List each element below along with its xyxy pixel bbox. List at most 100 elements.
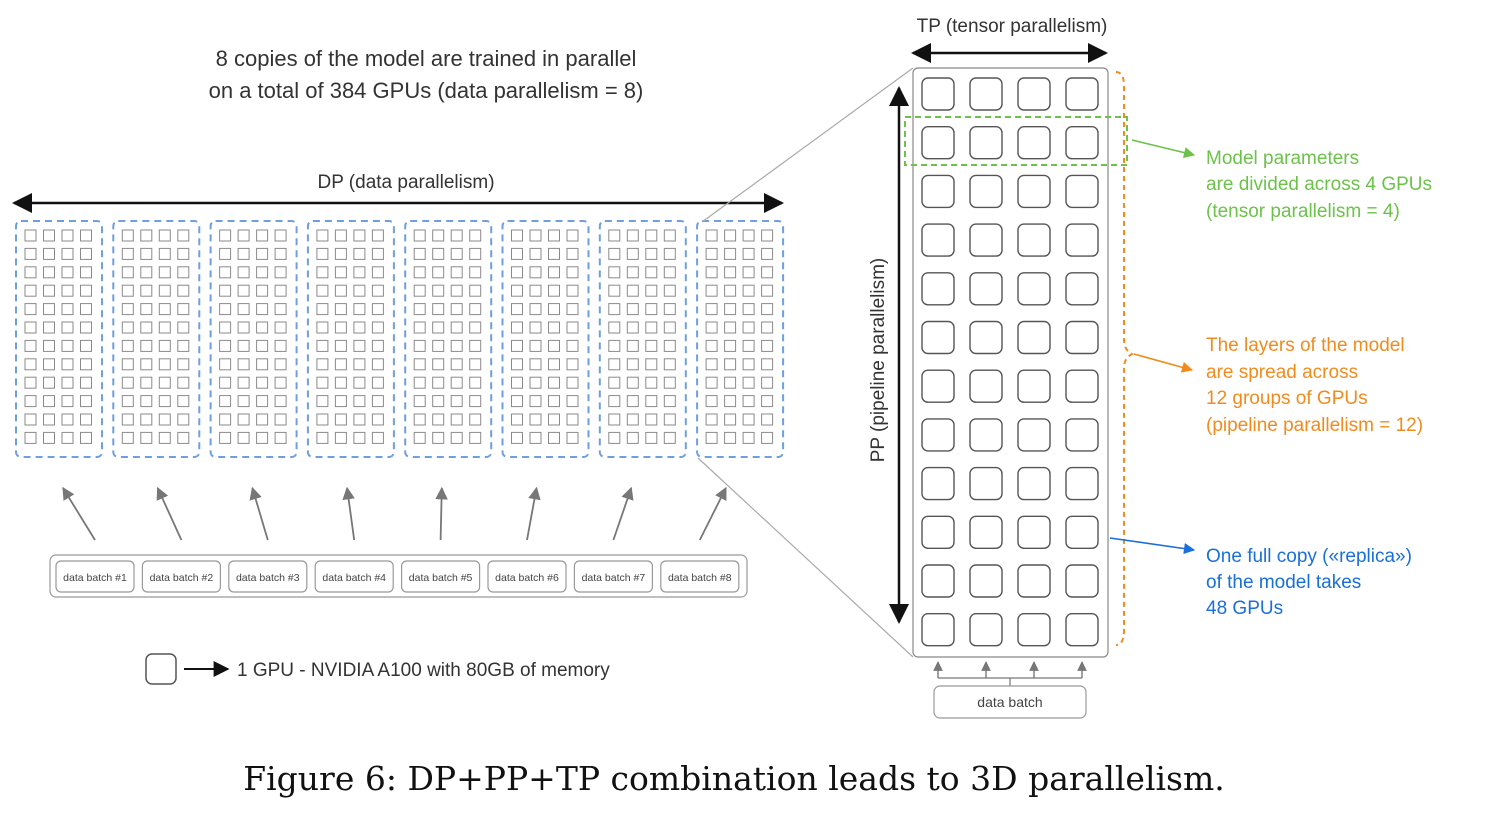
gpu-cell xyxy=(140,229,153,242)
tensor-annotation-arrow xyxy=(1131,139,1196,159)
gpu-cell xyxy=(1017,515,1051,549)
gpu-cell xyxy=(121,284,134,297)
gpu-cell xyxy=(177,303,190,316)
gpu-cell xyxy=(432,284,445,297)
gpu-cell xyxy=(61,413,74,426)
gpu-cell xyxy=(219,247,232,260)
gpu-cell xyxy=(663,303,676,316)
gpu-cell xyxy=(969,515,1003,549)
gpu-cell xyxy=(80,266,92,279)
gpu-cell xyxy=(353,303,366,316)
replica-annotation-arrow xyxy=(1109,537,1196,555)
data-batch-label: data batch #3 xyxy=(236,572,300,584)
gpu-cell xyxy=(121,321,134,334)
gpu-cell xyxy=(237,247,250,260)
gpu-cell xyxy=(316,431,329,444)
gpu-cell xyxy=(450,229,463,242)
replica-group xyxy=(696,220,785,458)
tp-label: TP (tensor parallelism) xyxy=(917,16,1108,37)
gpu-cell xyxy=(371,303,384,316)
gpu-cell xyxy=(274,339,287,352)
gpu-cell xyxy=(705,358,718,371)
gpu-cell xyxy=(663,266,676,279)
gpu-cell xyxy=(334,358,347,371)
zoomed-replica xyxy=(912,67,1109,658)
gpu-cell xyxy=(177,431,190,444)
gpu-cell xyxy=(158,431,171,444)
gpu-cell xyxy=(608,321,621,334)
zoom-line-bottom xyxy=(697,457,914,658)
gpu-cell xyxy=(742,247,755,260)
gpu-cell xyxy=(316,339,329,352)
gpu-cell xyxy=(274,247,287,260)
gpu-cell xyxy=(219,229,232,242)
gpu-cell xyxy=(61,229,74,242)
gpu-cell xyxy=(1017,174,1051,209)
gpu-cell xyxy=(969,564,1003,598)
gpu-cell xyxy=(969,77,1003,111)
gpu-cell xyxy=(432,229,445,242)
gpu-cell xyxy=(158,303,171,316)
gpu-cell xyxy=(121,376,134,389)
gpu-cell xyxy=(413,229,426,242)
replica-group xyxy=(15,220,103,458)
gpu-cell xyxy=(413,303,426,316)
gpu-cell xyxy=(316,358,329,371)
replica-group xyxy=(112,220,201,458)
batch-to-replica-arrow xyxy=(526,486,541,541)
gpu-cell xyxy=(969,613,1003,647)
replica-group xyxy=(404,220,493,458)
gpu-cell xyxy=(608,413,621,426)
gpu-cell xyxy=(450,321,463,334)
gpu-cell xyxy=(158,395,171,408)
gpu-cell xyxy=(353,395,366,408)
gpu-cell xyxy=(921,125,955,160)
gpu-cell xyxy=(237,284,250,297)
gpu-cell xyxy=(921,613,955,647)
gpu-cell xyxy=(645,431,658,444)
gpu-cell xyxy=(511,358,523,371)
gpu-cell xyxy=(1017,77,1051,111)
gpu-cell xyxy=(121,229,134,242)
gpu-cell xyxy=(237,431,250,444)
gpu-cell xyxy=(645,266,658,279)
pipeline-annotation-line: The layers of the model xyxy=(1206,335,1405,356)
gpu-cell xyxy=(705,395,718,408)
gpu-cell xyxy=(353,413,366,426)
gpu-cell xyxy=(742,229,755,242)
gpu-cell xyxy=(529,303,542,316)
gpu-cell xyxy=(140,339,153,352)
gpu-cell xyxy=(566,247,579,260)
gpu-cell xyxy=(705,413,718,426)
gpu-cell xyxy=(450,266,463,279)
gpu-cell xyxy=(353,431,366,444)
gpu-cell xyxy=(353,358,366,371)
gpu-cell xyxy=(158,321,171,334)
gpu-cell xyxy=(43,395,55,408)
gpu-cell xyxy=(608,266,621,279)
gpu-cell xyxy=(158,358,171,371)
gpu-cell xyxy=(469,358,482,371)
gpu-cell xyxy=(177,247,190,260)
gpu-cell xyxy=(450,358,463,371)
batch-to-replica-arrow xyxy=(698,486,727,541)
gpu-cell xyxy=(256,395,269,408)
gpu-cell xyxy=(177,358,190,371)
gpu-cell xyxy=(256,321,269,334)
gpu-cell xyxy=(663,284,676,297)
gpu-cell xyxy=(724,303,737,316)
gpu-cell xyxy=(371,395,384,408)
gpu-cell xyxy=(237,321,250,334)
gpu-cell xyxy=(450,284,463,297)
gpu-cell xyxy=(742,431,755,444)
gpu-cell xyxy=(511,339,523,352)
gpu-cell xyxy=(529,431,542,444)
batch-arrows xyxy=(62,486,727,541)
gpu-cell xyxy=(61,247,74,260)
replica-annotation-line: One full copy («replica») xyxy=(1206,546,1412,567)
gpu-cell xyxy=(511,413,523,426)
gpu-cell xyxy=(1065,466,1099,501)
gpu-cell xyxy=(256,358,269,371)
gpu-cell xyxy=(61,376,74,389)
gpu-cell xyxy=(61,266,74,279)
